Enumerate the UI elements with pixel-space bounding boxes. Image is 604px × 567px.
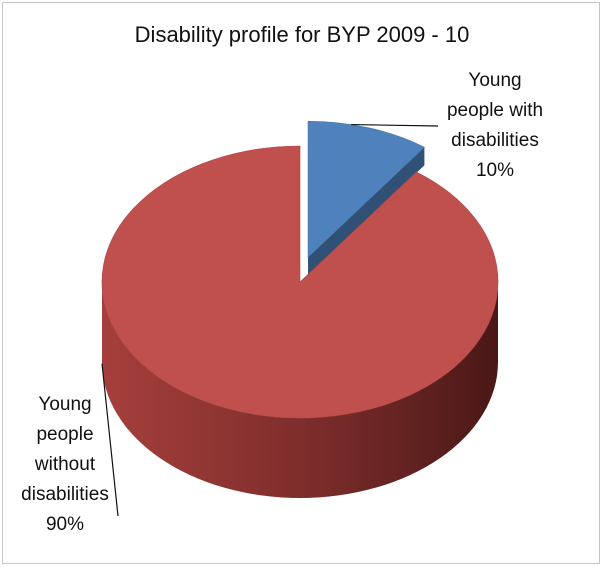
slice-label-with-disabilities: Young people with disabilities 10% (420, 66, 570, 186)
slice-percent-label: 10% (475, 160, 515, 181)
slice-label-line: without (34, 454, 96, 475)
pie-slice-face-with-disabilities (308, 147, 425, 276)
leader-line-without-disabilities (101, 363, 119, 517)
slice-label-line: Young (38, 394, 92, 415)
pie-slice-side-without-disabilities (102, 282, 498, 498)
slice-label-line: Young (468, 70, 522, 91)
slice-label-line: disabilities (21, 484, 109, 505)
slice-label-line: people with (446, 100, 544, 121)
slice-percent-label: 90% (45, 514, 85, 535)
pie-slice-with-disabilities (307, 120, 425, 258)
slice-label-without-disabilities: Young people without disabilities 90% (5, 390, 125, 540)
pie-slice-without-disabilities (101, 145, 499, 419)
leader-line-with-disabilities (351, 123, 439, 127)
slice-label-line: disabilities (451, 130, 539, 151)
chart-title: Disability profile for BYP 2009 - 10 (134, 22, 470, 47)
slice-label-line: people (36, 424, 94, 445)
